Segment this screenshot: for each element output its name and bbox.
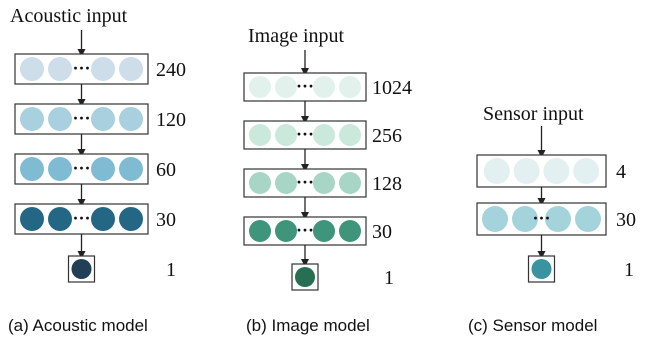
- acoustic-input-label: Acoustic input: [10, 5, 128, 27]
- output-size-label: 1: [384, 267, 394, 289]
- neuron: [313, 172, 335, 194]
- neuron: [339, 124, 361, 146]
- ellipsis-text: ···: [72, 208, 90, 228]
- neuron: [20, 107, 44, 131]
- ellipsis-text: ···: [532, 208, 550, 228]
- neuron: [249, 76, 271, 98]
- ellipsis-text: ···: [72, 158, 90, 178]
- neuron: [91, 207, 115, 231]
- layer-size-label: 4: [616, 161, 626, 183]
- neuron: [575, 206, 601, 232]
- neuron: [512, 206, 538, 232]
- neuron: [482, 206, 508, 232]
- output-size-label: 1: [624, 259, 634, 281]
- output-neuron: [531, 259, 552, 279]
- output-size-label: 1: [166, 259, 176, 281]
- image-input-label: Image input: [248, 25, 345, 47]
- image-layer-2: ··· 256: [243, 120, 402, 150]
- layer-size-label: 60: [156, 159, 176, 181]
- neuron: [275, 220, 297, 242]
- acoustic-model-caption: (a) Acoustic model: [8, 316, 148, 335]
- neuron: [573, 158, 600, 184]
- neuron: [339, 76, 361, 98]
- neuron: [119, 57, 143, 81]
- ellipsis-text: ···: [72, 58, 90, 78]
- ellipsis-text: ···: [72, 108, 90, 128]
- output-neuron: [295, 267, 315, 287]
- neuron: [513, 158, 540, 184]
- panel-image-model: Image input (b) Image model ··· 1024 ··· 25…: [243, 25, 412, 335]
- layer-size-label: 256: [372, 125, 402, 147]
- neuron: [313, 76, 335, 98]
- image-model-caption: (b) Image model: [246, 316, 370, 335]
- layer-size-label: 30: [372, 221, 392, 243]
- neuron: [48, 157, 72, 181]
- neuron: [48, 107, 72, 131]
- neuron: [119, 107, 143, 131]
- ellipsis-text: ···: [296, 220, 314, 240]
- neuron: [20, 207, 44, 231]
- layer-size-label: 30: [156, 209, 176, 231]
- neuron: [20, 57, 44, 81]
- sensor-model-caption: (c) Sensor model: [468, 316, 597, 335]
- neuron: [545, 206, 571, 232]
- acoustic-layer-1: ··· 240: [14, 53, 186, 85]
- neuron: [543, 158, 570, 184]
- ellipsis-text: ···: [296, 124, 314, 144]
- panel-acoustic-model: Acoustic input (a) Acoustic model ··· 240…: [8, 5, 186, 335]
- output-neuron: [71, 259, 92, 279]
- neuron: [275, 124, 297, 146]
- panel-sensor-model: Sensor input (c) Sensor model 4 ··· 30 1: [468, 103, 636, 335]
- neuron: [313, 220, 335, 242]
- image-layer-4: ··· 30: [243, 216, 392, 246]
- image-output-node: 1: [291, 263, 394, 291]
- acoustic-layer-2: ··· 120: [14, 103, 186, 135]
- sensor-layer-2: ··· 30: [476, 202, 636, 236]
- neuron: [249, 220, 271, 242]
- sensor-layer-1: 4: [476, 154, 626, 188]
- sensor-input-label: Sensor input: [483, 103, 584, 125]
- layer-size-label: 120: [156, 109, 186, 131]
- sensor-output-node: 1: [527, 255, 634, 283]
- neuron: [48, 207, 72, 231]
- neuron: [483, 158, 510, 184]
- ellipsis-text: ···: [296, 76, 314, 96]
- neuron: [119, 207, 143, 231]
- layer-size-label: 240: [156, 59, 186, 81]
- neuron: [249, 172, 271, 194]
- image-layer-1: ··· 1024: [243, 72, 412, 102]
- neuron: [91, 107, 115, 131]
- layer-size-label: 1024: [372, 77, 412, 99]
- acoustic-layer-3: ··· 60: [14, 153, 176, 185]
- ellipsis-text: ···: [296, 172, 314, 192]
- acoustic-output-node: 1: [67, 255, 176, 283]
- neuron: [119, 157, 143, 181]
- neuron: [275, 76, 297, 98]
- neuron: [91, 157, 115, 181]
- neuron: [20, 157, 44, 181]
- image-layer-3: ··· 128: [243, 168, 402, 198]
- layer-size-label: 30: [616, 209, 636, 231]
- layer-size-label: 128: [372, 173, 402, 195]
- neuron: [313, 124, 335, 146]
- neuron: [275, 172, 297, 194]
- neuron: [48, 57, 72, 81]
- neuron: [339, 220, 361, 242]
- neuron: [339, 172, 361, 194]
- neuron: [91, 57, 115, 81]
- neuron: [249, 124, 271, 146]
- acoustic-layer-4: ··· 30: [14, 203, 176, 235]
